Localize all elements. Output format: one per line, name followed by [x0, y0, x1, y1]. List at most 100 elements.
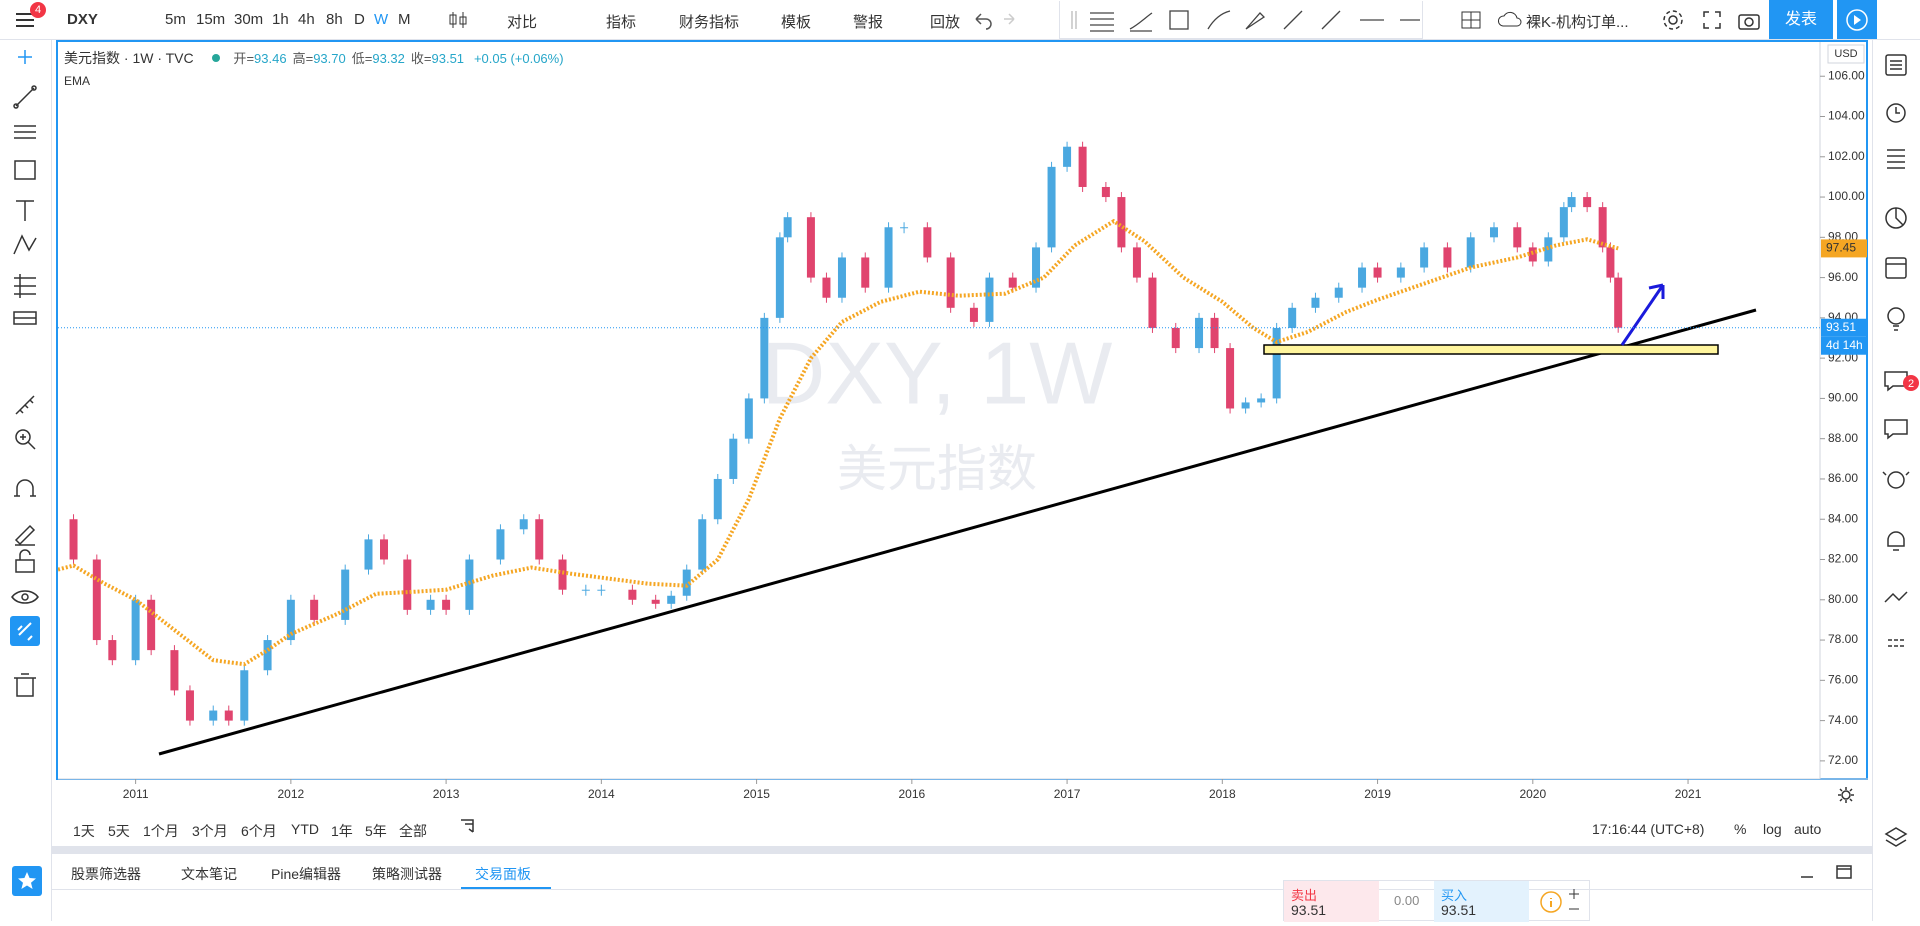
ohlc-separator: = [305, 51, 314, 66]
widget-icons[interactable]: 2 [1873, 40, 1920, 921]
candle [1443, 247, 1452, 268]
candle [760, 317, 769, 399]
range-button[interactable]: YTD [291, 821, 319, 837]
range-button[interactable]: 1年 [331, 823, 353, 839]
interval[interactable]: 15m [196, 11, 226, 28]
undo-redo[interactable] [972, 10, 1018, 30]
status-dot [211, 54, 220, 62]
goto-icon[interactable] [458, 816, 480, 836]
candle [1358, 267, 1367, 288]
candle [1008, 277, 1017, 288]
candle [310, 599, 319, 620]
tab[interactable]: 股票筛选器 [71, 866, 141, 882]
tab[interactable]: Pine编辑器 [271, 866, 342, 882]
candle [69, 519, 78, 560]
candle [861, 257, 870, 288]
watermark-symbol: DXY, 1W [762, 323, 1113, 422]
x-tick-label: 2017 [1054, 787, 1081, 801]
layout-name[interactable]: 裸K-机构订单... [1526, 14, 1629, 31]
range-button[interactable]: 1个月 [143, 823, 179, 839]
settings-icon[interactable] [1661, 8, 1685, 32]
sell-button[interactable]: 卖出 93.51 [1284, 881, 1379, 922]
panel-controls[interactable] [1799, 864, 1859, 880]
tab[interactable]: 文本笔记 [181, 866, 237, 882]
candle [628, 589, 637, 600]
camera-icon[interactable] [1737, 9, 1761, 31]
bottom-tabs: 股票筛选器 文本笔记 Pine编辑器 策略测试器 交易面板 [51, 854, 1873, 890]
interval[interactable]: W [374, 11, 389, 28]
star-button[interactable] [12, 866, 42, 896]
candle [341, 569, 350, 620]
candle [884, 227, 893, 288]
drawing-toolbar [1059, 1, 1423, 39]
range-button[interactable]: 1天 [73, 823, 95, 839]
scale-option[interactable]: auto [1794, 821, 1822, 837]
candle [682, 569, 691, 596]
interval[interactable]: 1h [272, 11, 289, 28]
ohlc-name: 收 [410, 51, 424, 66]
toolbar-button[interactable]: 回放 [930, 14, 961, 31]
candle [1466, 237, 1475, 268]
trade-controls[interactable] [1539, 889, 1589, 915]
tab[interactable]: 策略测试器 [372, 866, 442, 882]
toolbar-button[interactable]: 指标 [606, 14, 637, 31]
candle [581, 589, 590, 591]
candle [1101, 186, 1110, 198]
candle [1272, 327, 1281, 399]
range-button[interactable]: 3个月 [192, 823, 228, 839]
interval[interactable]: 5m [165, 11, 186, 28]
toolbar-button[interactable]: 模板 [781, 14, 812, 31]
buy-button[interactable]: 买入 93.51 [1434, 881, 1529, 922]
y-tick-label: 90.00 [1828, 391, 1858, 405]
candle [985, 277, 994, 322]
fullscreen-icon[interactable] [1701, 9, 1723, 31]
toolbar-button[interactable]: 财务指标 [679, 14, 740, 31]
candle [651, 599, 660, 604]
candle [1583, 197, 1592, 208]
y-tick-label: 72.00 [1828, 753, 1858, 767]
tab[interactable]: 交易面板 [475, 866, 531, 882]
range-button[interactable]: 全部 [399, 823, 427, 839]
candle [1396, 267, 1405, 278]
interval[interactable]: 4h [298, 11, 315, 28]
toolbar-button[interactable]: 警报 [853, 14, 884, 31]
candle [1063, 146, 1072, 167]
candle [1148, 277, 1157, 328]
candle [1032, 247, 1041, 288]
axis-settings-icon[interactable] [1838, 787, 1854, 803]
range-bar: 1天 5天 1个月 3个月 6个月 YTD 1年 5年 全部 17:16:44 (UTC+8) … [58, 808, 1870, 847]
y-tick-label: 82.00 [1828, 552, 1858, 566]
y-tick-label: 84.00 [1828, 511, 1858, 525]
layout-grid-icon[interactable] [1460, 9, 1482, 31]
interval[interactable]: D [354, 11, 365, 28]
toolbar-button[interactable]: 对比 [507, 14, 538, 31]
scale-option[interactable]: % [1734, 821, 1747, 837]
trend-line [158, 308, 1757, 756]
candle [1334, 287, 1343, 298]
candle [1598, 207, 1607, 248]
drawing-tool-icons[interactable] [0, 40, 51, 921]
x-tick-label: 2013 [433, 787, 460, 801]
buy-price: 93.51 [1441, 902, 1477, 918]
interval[interactable]: 8h [326, 11, 343, 28]
candle [403, 559, 412, 610]
candle [1489, 227, 1498, 238]
interval[interactable]: 30m [234, 11, 264, 28]
spread: 0.00 [1394, 893, 1420, 908]
scale-option[interactable]: log [1763, 821, 1782, 837]
range-button[interactable]: 5天 [108, 823, 130, 839]
symbol[interactable]: DXY [67, 11, 98, 28]
ohlc-value: 93.70 [313, 51, 346, 66]
play-button[interactable] [1837, 0, 1877, 39]
drawing-tools[interactable] [1060, 1, 1422, 38]
range-button[interactable]: 5年 [365, 823, 387, 839]
publish-button[interactable]: 发表 [1769, 0, 1833, 39]
y-tick-label: 106.00 [1828, 68, 1865, 82]
legend: 美元指数 · 1W · TVC 开=93.46 高=93.70 低=93.32 收=9… [64, 48, 564, 88]
range-button[interactable]: 6个月 [241, 823, 277, 839]
interval[interactable]: M [398, 11, 411, 28]
y-tick-label: 78.00 [1828, 632, 1858, 646]
y-tick-label: 102.00 [1828, 149, 1865, 163]
chart-style-icon[interactable] [448, 9, 468, 31]
candle [783, 217, 792, 238]
